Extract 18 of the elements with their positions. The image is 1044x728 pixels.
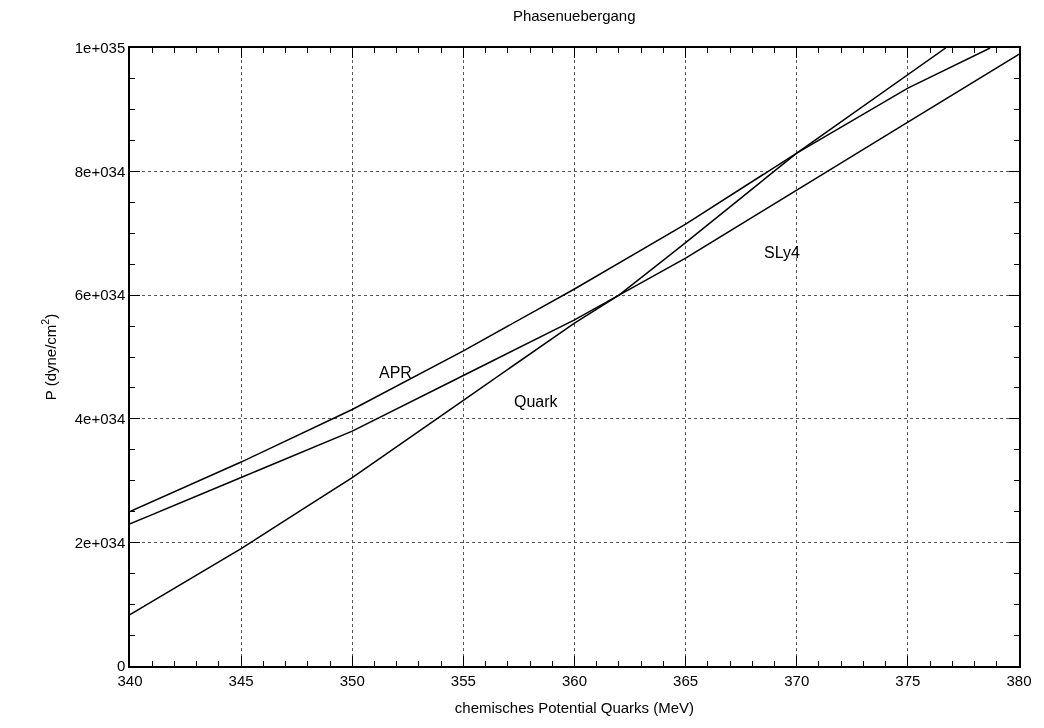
x-tick-label: 380 bbox=[1006, 671, 1032, 689]
x-tick-label: 360 bbox=[561, 671, 588, 689]
y-tick-label: 1e+035 bbox=[74, 39, 126, 57]
x-tick-label: 365 bbox=[673, 671, 699, 689]
x-tick-label: 350 bbox=[339, 671, 365, 689]
x-axis-title: chemisches Potential Quarks (MeV) bbox=[454, 699, 695, 717]
series-label: SLy4 bbox=[764, 244, 800, 261]
x-tick-label: 345 bbox=[228, 671, 254, 689]
series-label: Quark bbox=[514, 393, 559, 410]
x-tick-label: 375 bbox=[895, 671, 921, 689]
y-tick-label: 8e+034 bbox=[74, 162, 126, 180]
y-tick-label: 4e+034 bbox=[74, 410, 126, 428]
y-tick-label: 6e+034 bbox=[74, 286, 126, 304]
series-label: APR bbox=[379, 364, 412, 381]
x-tick-label: 370 bbox=[784, 671, 810, 689]
y-tick-label: 2e+034 bbox=[74, 533, 126, 551]
x-tick-label: 355 bbox=[450, 671, 476, 689]
chart-title: Phasenuebergang bbox=[512, 7, 636, 25]
